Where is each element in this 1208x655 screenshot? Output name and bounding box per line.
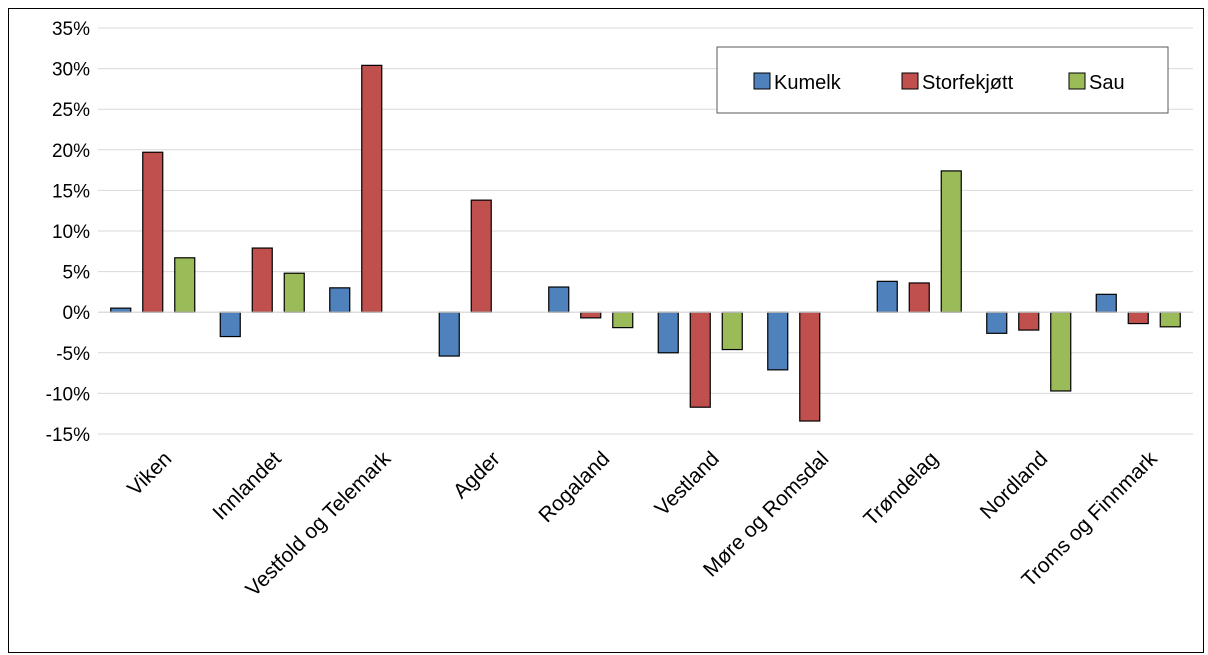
y-tick-label: 25% [52,100,90,121]
bars [110,64,1181,422]
y-axis-tick-labels: 35% 30% 25% 20% 15% 10% 5% 0% -5% -10% -15% [46,19,90,446]
bar-storfekj-tt-0 [142,151,164,313]
bar-storfekj-tt-8 [1018,311,1040,331]
bar-storfekj-tt-5 [689,311,711,408]
legend-box [716,46,1169,114]
bar-storfekj-tt-2 [361,64,383,313]
x-category-label: Nordland [976,447,1053,524]
x-category-label: Trøndelag [859,447,942,530]
bar-kumelk-8 [986,311,1008,334]
x-category-label: Viken [123,447,176,500]
y-tick-label: 30% [52,60,90,81]
bar-kumelk-3 [438,311,460,357]
x-category-label: Vestland [651,447,724,520]
bar-storfekj-tt-9 [1127,311,1149,325]
legend: Kumelk Storfekjøtt Sau [716,46,1169,114]
legend-label: Kumelk [774,72,842,94]
legend-label: Storfekjøtt [922,72,1014,94]
legend-swatch [1068,72,1086,90]
y-tick-label: -5% [56,344,90,365]
y-tick-label: 15% [52,181,90,202]
bar-kumelk-6 [767,311,789,371]
bar-storfekj-tt-3 [470,199,492,313]
y-tick-label: 35% [52,19,90,40]
bar-kumelk-1 [219,311,241,338]
bar-storfekj-tt-7 [908,282,930,313]
bar-kumelk-0 [110,307,132,313]
bar-sau-8 [1050,311,1072,392]
bar-sau-5 [721,311,743,351]
legend-swatch [753,72,771,90]
x-category-label: Rogaland [534,447,614,527]
y-tick-label: -10% [46,384,90,405]
bar-kumelk-5 [657,311,679,354]
bar-storfekj-tt-1 [251,247,273,313]
y-tick-label: 5% [63,263,91,284]
bar-kumelk-2 [329,287,351,313]
bar-sau-1 [283,272,305,313]
y-tick-label: 20% [52,141,90,162]
x-category-label: Innlandet [208,447,285,524]
legend-swatch [901,72,919,90]
y-tick-label: 10% [52,222,90,243]
bar-kumelk-7 [876,280,898,313]
y-tick-label: 0% [63,303,91,324]
legend-label: Sau [1089,72,1125,94]
bar-sau-4 [612,311,634,329]
bar-sau-0 [174,257,196,313]
bar-kumelk-9 [1095,293,1117,313]
y-tick-label: -15% [46,425,90,446]
bar-storfekj-tt-6 [799,311,821,422]
bar-sau-9 [1159,311,1181,328]
bar-kumelk-4 [548,286,570,313]
bar-sau-7 [940,170,962,313]
bar-storfekj-tt-4 [580,311,602,319]
gridlines [98,27,1193,435]
x-category-label: Agder [449,447,505,503]
